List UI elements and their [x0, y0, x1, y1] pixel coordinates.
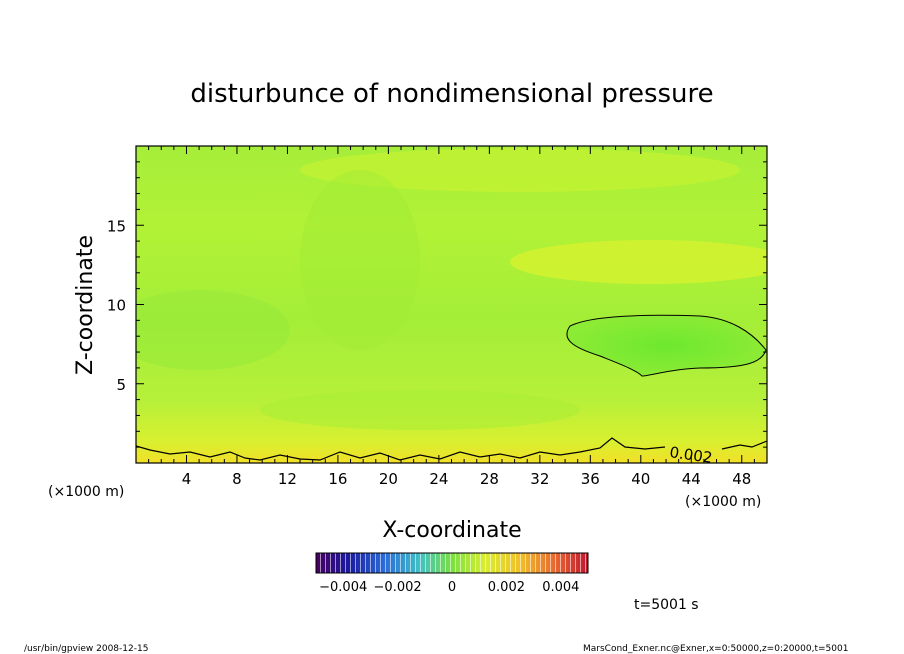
- field-patch-left-mid: [136, 290, 290, 370]
- chart-title: disturbunce of nondimensional pressure: [190, 79, 713, 109]
- y-tick-label: 15: [107, 217, 126, 235]
- x-tick-label: 16: [328, 470, 347, 488]
- pressure-field: [136, 146, 767, 463]
- y-tick-label: 5: [116, 376, 126, 394]
- footer-left: /usr/bin/gpview 2008-12-15: [24, 644, 148, 654]
- x-tick-label: 8: [232, 470, 242, 488]
- field-patch-upper-right: [300, 148, 740, 192]
- colorbar-frame: [315, 552, 589, 574]
- x-tick-label: 40: [631, 470, 650, 488]
- y-tick-label: 10: [107, 297, 126, 315]
- y-unit-label: (×1000 m): [685, 494, 761, 510]
- time-label: t=5001 s: [634, 597, 699, 613]
- colorbar-tick-labels: −0.004 −0.002 0 0.002 0.004: [319, 580, 579, 595]
- x-tick-label: 24: [429, 470, 448, 488]
- colorbar-tick-label: 0: [448, 580, 456, 595]
- colorbar-tick-label: 0.002: [488, 580, 525, 595]
- x-axis-ticks: 4 8 12 16 20 24 28 32 36 40 44 48: [148, 146, 755, 488]
- colorbar-tick-label: 0.004: [542, 580, 579, 595]
- x-unit-label: (×1000 m): [48, 484, 124, 500]
- field-patch-yellow-band: [510, 240, 767, 284]
- colorbar: −0.004 −0.002 0 0.002 0.004: [315, 552, 589, 595]
- x-tick-label: 36: [581, 470, 600, 488]
- colorbar-tick-label: −0.002: [374, 580, 422, 595]
- x-tick-label: 28: [480, 470, 499, 488]
- colorbar-stripes: [316, 553, 588, 573]
- field-patch-lower-mid: [260, 390, 580, 430]
- x-tick-label: 4: [182, 470, 192, 488]
- y-axis-label: Z-coordinate: [73, 235, 98, 375]
- x-tick-label: 44: [682, 470, 701, 488]
- field-patch-center: [300, 170, 420, 350]
- x-tick-label: 20: [379, 470, 398, 488]
- footer-right: MarsCond_Exner.nc@Exner,x=0:50000,z=0:20…: [583, 644, 848, 654]
- x-axis-label: X-coordinate: [382, 518, 521, 543]
- colorbar-tick-label: −0.004: [319, 580, 367, 595]
- x-tick-label: 12: [278, 470, 297, 488]
- low-region-fill: [566, 315, 766, 376]
- contour-near-surface: [136, 437, 767, 461]
- x-tick-label: 32: [530, 470, 549, 488]
- x-tick-label: 48: [732, 470, 751, 488]
- y-axis-ticks: 5 10 15: [107, 161, 767, 448]
- contour-low-region: [566, 314, 767, 377]
